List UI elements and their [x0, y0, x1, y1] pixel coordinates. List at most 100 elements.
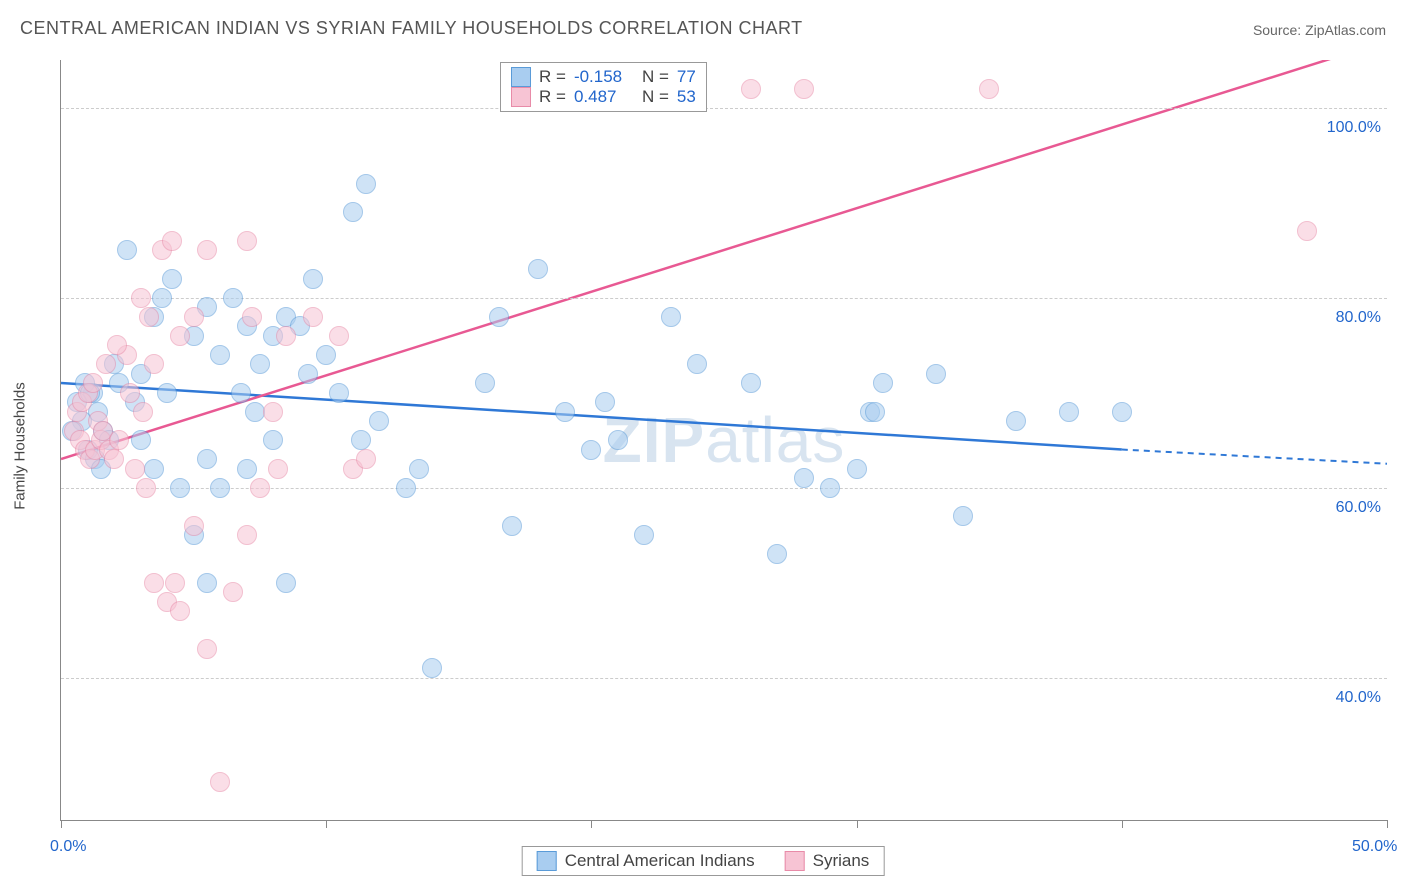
source-label: Source: ZipAtlas.com: [1253, 22, 1386, 38]
data-point: [1112, 402, 1132, 422]
legend-r-label: R =: [539, 87, 566, 107]
data-point: [396, 478, 416, 498]
legend-series: Central American Indians Syrians: [522, 846, 885, 876]
data-point: [131, 288, 151, 308]
legend-row: R =-0.158N =77: [511, 67, 696, 87]
legend-n-label: N =: [642, 67, 669, 87]
x-tick: [1387, 820, 1388, 828]
data-point: [263, 430, 283, 450]
data-point: [197, 639, 217, 659]
data-point: [343, 202, 363, 222]
data-point: [250, 354, 270, 374]
data-point: [144, 573, 164, 593]
legend-series-name: Syrians: [813, 851, 870, 871]
data-point: [131, 430, 151, 450]
data-point: [136, 478, 156, 498]
data-point: [873, 373, 893, 393]
data-point: [634, 525, 654, 545]
legend-series-name: Central American Indians: [565, 851, 755, 871]
data-point: [210, 478, 230, 498]
data-point: [245, 402, 265, 422]
data-point: [263, 402, 283, 422]
y-tick-label: 100.0%: [1327, 119, 1381, 137]
data-point: [475, 373, 495, 393]
data-point: [210, 345, 230, 365]
x-tick-label: 50.0%: [1352, 838, 1397, 856]
data-point: [687, 354, 707, 374]
legend-n-label: N =: [642, 87, 669, 107]
data-point: [794, 79, 814, 99]
data-point: [767, 544, 787, 564]
data-point: [865, 402, 885, 422]
data-point: [953, 506, 973, 526]
gridline: [61, 678, 1387, 679]
plot-area: ZIPatlas 40.0%60.0%80.0%100.0%: [60, 60, 1387, 821]
data-point: [1297, 221, 1317, 241]
legend-swatch: [511, 67, 531, 87]
y-tick-label: 60.0%: [1336, 499, 1381, 517]
data-point: [162, 231, 182, 251]
data-point: [329, 383, 349, 403]
legend-r-value: 0.487: [574, 87, 634, 107]
data-point: [409, 459, 429, 479]
legend-r-label: R =: [539, 67, 566, 87]
legend-item: Central American Indians: [537, 851, 755, 871]
data-point: [581, 440, 601, 460]
data-point: [231, 383, 251, 403]
data-point: [250, 478, 270, 498]
data-point: [268, 459, 288, 479]
data-point: [109, 430, 129, 450]
data-point: [847, 459, 867, 479]
gridline: [61, 298, 1387, 299]
data-point: [96, 354, 116, 374]
y-tick-label: 40.0%: [1336, 689, 1381, 707]
chart-title: CENTRAL AMERICAN INDIAN VS SYRIAN FAMILY…: [20, 18, 803, 39]
data-point: [276, 326, 296, 346]
data-point: [83, 373, 103, 393]
data-point: [144, 354, 164, 374]
data-point: [422, 658, 442, 678]
data-point: [157, 383, 177, 403]
data-point: [104, 449, 124, 469]
x-tick: [1122, 820, 1123, 828]
legend-swatch: [537, 851, 557, 871]
data-point: [237, 525, 257, 545]
data-point: [117, 240, 137, 260]
data-point: [133, 402, 153, 422]
data-point: [351, 430, 371, 450]
data-point: [107, 335, 127, 355]
data-point: [197, 449, 217, 469]
data-point: [356, 174, 376, 194]
data-point: [1059, 402, 1079, 422]
legend-correlation: R =-0.158N =77R =0.487N =53: [500, 62, 707, 112]
legend-swatch: [785, 851, 805, 871]
legend-item: Syrians: [785, 851, 870, 871]
data-point: [555, 402, 575, 422]
data-point: [120, 383, 140, 403]
legend-n-value: 77: [677, 67, 696, 87]
data-point: [237, 459, 257, 479]
y-axis-label: Family Households: [12, 382, 29, 510]
data-point: [1006, 411, 1026, 431]
data-point: [197, 573, 217, 593]
data-point: [741, 373, 761, 393]
data-point: [329, 326, 349, 346]
data-point: [223, 582, 243, 602]
gridline: [61, 108, 1387, 109]
legend-n-value: 53: [677, 87, 696, 107]
data-point: [528, 259, 548, 279]
x-tick: [591, 820, 592, 828]
data-point: [369, 411, 389, 431]
data-point: [170, 478, 190, 498]
x-tick: [61, 820, 62, 828]
legend-swatch: [511, 87, 531, 107]
data-point: [356, 449, 376, 469]
data-point: [165, 573, 185, 593]
data-point: [502, 516, 522, 536]
data-point: [979, 79, 999, 99]
data-point: [184, 516, 204, 536]
y-tick-label: 80.0%: [1336, 309, 1381, 327]
data-point: [661, 307, 681, 327]
data-point: [170, 601, 190, 621]
data-point: [926, 364, 946, 384]
